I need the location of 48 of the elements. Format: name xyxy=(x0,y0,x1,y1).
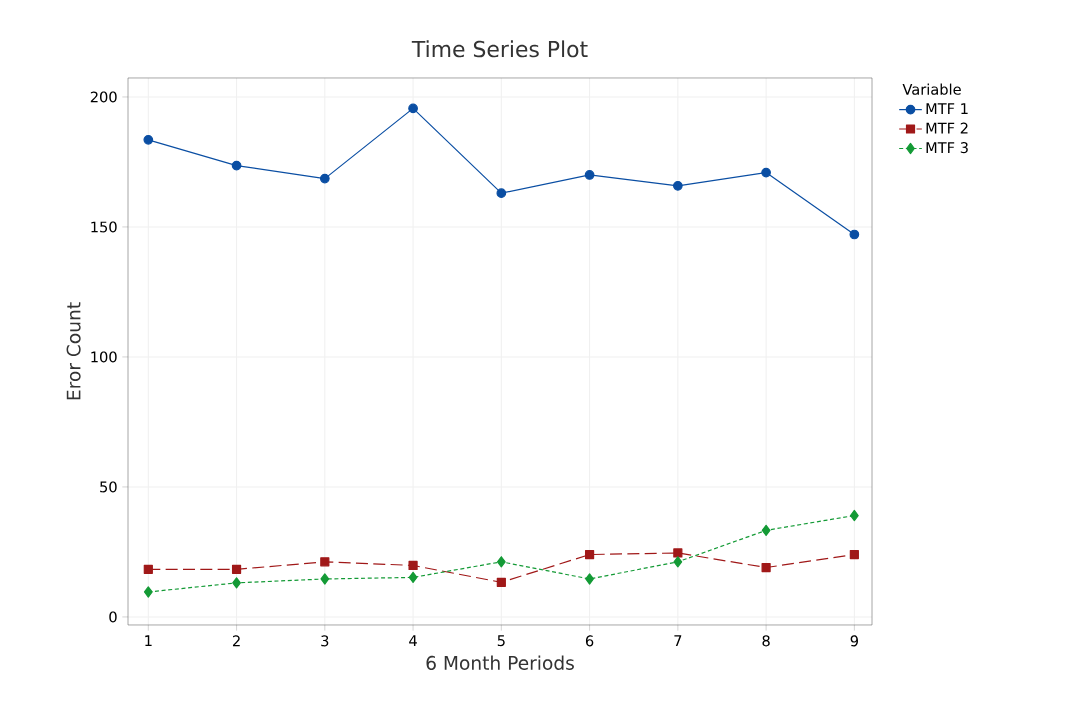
x-tick-label: 3 xyxy=(321,635,329,647)
x-tick-label: 2 xyxy=(232,635,240,647)
x-axis-title: 6 Month Periods xyxy=(426,655,574,670)
x-tick-label: 4 xyxy=(409,635,417,646)
point xyxy=(232,577,241,589)
x-tick-label: 1 xyxy=(145,635,152,646)
point xyxy=(408,571,418,584)
point xyxy=(584,170,595,180)
point xyxy=(143,586,153,598)
point xyxy=(408,560,418,571)
y-tick-label: 200 xyxy=(90,91,117,103)
point xyxy=(408,103,418,114)
point xyxy=(320,557,330,567)
point xyxy=(761,562,771,573)
point xyxy=(849,549,859,560)
chart-title: Time Series Plot xyxy=(411,40,588,58)
x-tick-label: 8 xyxy=(762,635,770,647)
point xyxy=(584,549,595,560)
x-tick-label: 9 xyxy=(850,635,858,647)
point xyxy=(672,181,683,191)
y-tick-label: 0 xyxy=(109,611,117,623)
point xyxy=(585,573,594,585)
x-tick-label: 6 xyxy=(585,635,594,647)
y-tick-label: 150 xyxy=(91,221,117,233)
point xyxy=(761,524,771,537)
legend-title: Variable xyxy=(902,83,961,95)
point xyxy=(231,160,242,171)
x-tick-label: 7 xyxy=(674,635,682,646)
point xyxy=(673,556,683,568)
legend-label: MTF 1 xyxy=(926,103,968,114)
point xyxy=(320,573,330,585)
y-axis-title: Eror Count xyxy=(66,302,81,400)
point xyxy=(849,509,859,522)
point xyxy=(231,564,242,574)
point xyxy=(319,173,330,184)
point xyxy=(143,564,153,574)
point xyxy=(761,167,771,178)
point xyxy=(496,577,506,587)
point xyxy=(673,548,683,558)
point xyxy=(849,229,860,240)
x-tick-label: 5 xyxy=(497,635,505,647)
point xyxy=(496,188,507,199)
point xyxy=(496,556,506,568)
y-tick-label: 100 xyxy=(91,351,117,363)
y-tick-label: 50 xyxy=(100,481,117,493)
legend-label: MTF 3 xyxy=(926,142,968,154)
point xyxy=(143,134,154,145)
legend-label: MTF 2 xyxy=(926,122,968,134)
